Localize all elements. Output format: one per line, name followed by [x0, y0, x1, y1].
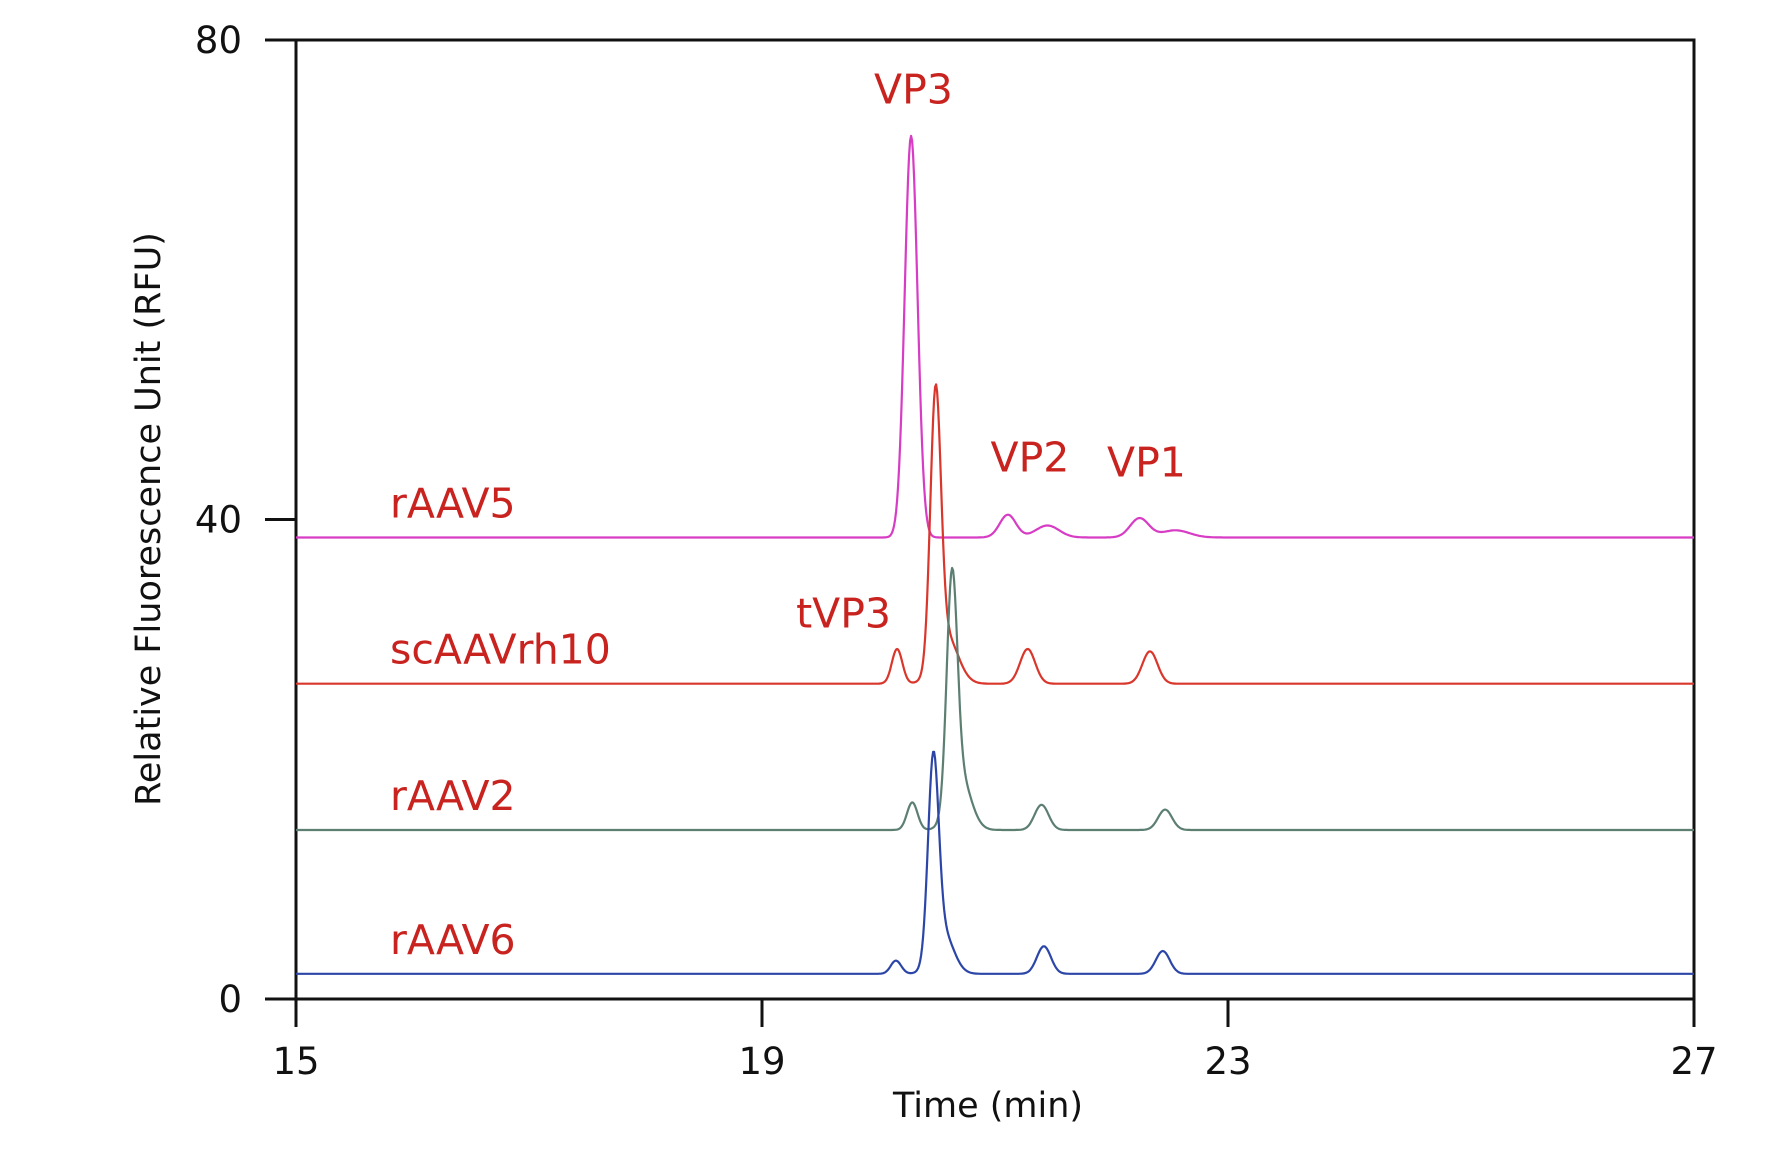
annotation-vp3: VP3 — [874, 66, 953, 114]
x-axis-title: Time (min) — [892, 1086, 1083, 1126]
x-tick-label: 19 — [738, 1040, 785, 1083]
trace-raav6 — [295, 750, 1695, 975]
peak-annotations: VP3 VP2 VP1 tVP3 — [796, 66, 1186, 638]
trace-raav5 — [295, 134, 1695, 539]
annotation-vp2: VP2 — [991, 434, 1070, 482]
series-traces — [295, 134, 1695, 975]
y-tick-label: 40 — [195, 499, 242, 542]
annotation-vp1: VP1 — [1107, 438, 1186, 486]
y-axis-ticks: 0 40 80 — [195, 19, 296, 1021]
y-tick-label: 0 — [218, 978, 242, 1021]
y-axis-title: Relative Fluorescence Unit (RFU) — [129, 232, 169, 806]
x-tick-label: 23 — [1204, 1040, 1251, 1083]
series-label-raav5: rAAV5 — [390, 479, 516, 527]
trace-raav2 — [295, 566, 1695, 832]
x-tick-label: 15 — [272, 1040, 319, 1083]
series-label-raav6: rAAV6 — [390, 916, 516, 964]
series-label-raav2: rAAV2 — [390, 772, 516, 820]
x-tick-label: 27 — [1670, 1040, 1717, 1083]
series-labels: rAAV5 scAAVrh10 rAAV2 rAAV6 — [390, 479, 611, 963]
series-label-scaavrh10: scAAVrh10 — [390, 626, 611, 674]
annotation-tvp3: tVP3 — [796, 589, 891, 637]
x-axis-ticks: 15 19 23 27 — [272, 999, 1718, 1083]
y-tick-label: 80 — [195, 19, 242, 62]
trace-scaavrh10 — [295, 383, 1695, 685]
